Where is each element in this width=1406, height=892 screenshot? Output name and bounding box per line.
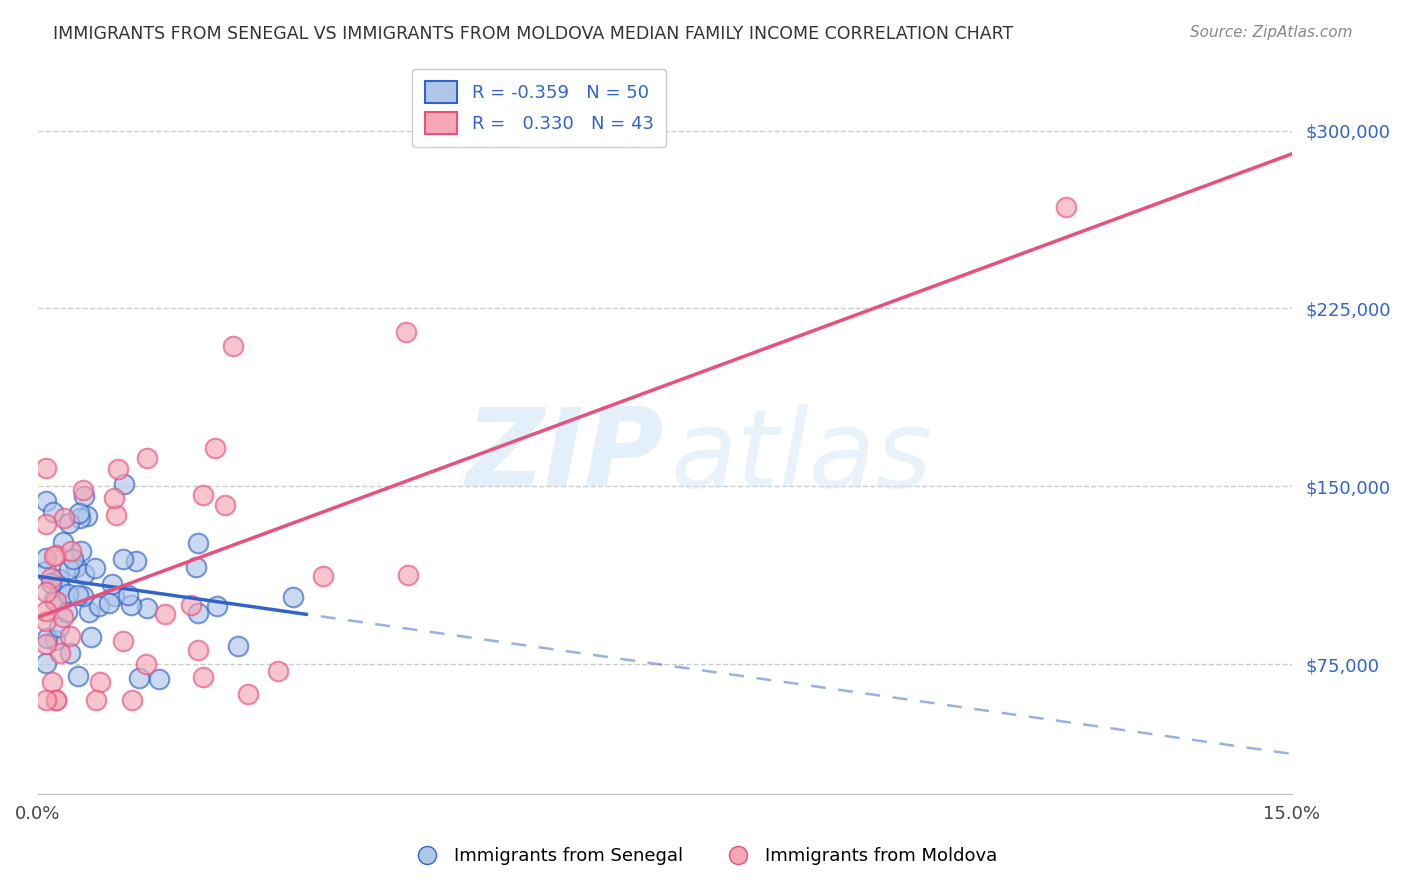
Point	[121, 692, 143, 706]
Point	[52, 534, 75, 549]
Point	[52, 511, 75, 525]
Point	[312, 568, 335, 582]
Point	[35, 604, 58, 618]
Point	[45, 594, 67, 608]
Point	[281, 591, 304, 605]
Point	[1054, 200, 1077, 214]
Point	[187, 535, 209, 549]
Point	[267, 665, 290, 679]
Point	[41, 571, 63, 585]
Point	[112, 477, 135, 491]
Point	[84, 692, 107, 706]
Point	[191, 670, 214, 684]
Point	[120, 598, 142, 612]
Point	[45, 692, 67, 706]
Point	[42, 549, 65, 563]
Point	[153, 607, 176, 622]
Point	[180, 599, 202, 613]
Point	[35, 494, 58, 508]
Point	[214, 498, 236, 512]
Text: IMMIGRANTS FROM SENEGAL VS IMMIGRANTS FROM MOLDOVA MEDIAN FAMILY INCOME CORRELAT: IMMIGRANTS FROM SENEGAL VS IMMIGRANTS FR…	[53, 25, 1014, 43]
Point	[48, 572, 70, 586]
Point	[394, 325, 416, 339]
Point	[72, 589, 94, 603]
Point	[72, 483, 94, 498]
Point	[66, 588, 89, 602]
Point	[45, 692, 67, 706]
Point	[396, 567, 419, 582]
Point	[111, 552, 134, 566]
Point	[35, 564, 58, 578]
Point	[35, 637, 58, 651]
Point	[103, 589, 125, 603]
Point	[52, 610, 75, 624]
Point	[35, 614, 58, 628]
Point	[45, 549, 67, 563]
Point	[59, 629, 82, 643]
Point	[83, 561, 105, 575]
Point	[87, 599, 110, 614]
Point	[236, 687, 259, 701]
Point	[62, 552, 84, 566]
Point	[37, 631, 59, 645]
Point	[35, 692, 58, 706]
Point	[89, 675, 111, 690]
Point	[103, 491, 125, 505]
Point	[100, 577, 122, 591]
Legend: Immigrants from Senegal, Immigrants from Moldova: Immigrants from Senegal, Immigrants from…	[402, 840, 1004, 872]
Text: atlas: atlas	[671, 404, 932, 508]
Point	[73, 567, 96, 582]
Point	[205, 599, 228, 613]
Point	[226, 639, 249, 653]
Point	[76, 508, 98, 523]
Point	[204, 441, 226, 455]
Point	[67, 506, 90, 520]
Point	[58, 562, 80, 576]
Point	[191, 488, 214, 502]
Point	[59, 544, 82, 558]
Point	[58, 516, 80, 530]
Point	[41, 674, 63, 689]
Point	[69, 510, 91, 524]
Point	[128, 671, 150, 685]
Point	[35, 461, 58, 475]
Point	[35, 517, 58, 532]
Point	[80, 630, 103, 644]
Point	[70, 544, 93, 558]
Point	[42, 504, 65, 518]
Point	[48, 620, 70, 634]
Point	[112, 634, 135, 648]
Point	[117, 588, 139, 602]
Point	[148, 672, 170, 686]
Point	[56, 605, 79, 619]
Point	[184, 560, 207, 574]
Point	[135, 657, 157, 671]
Point	[187, 643, 209, 657]
Point	[35, 656, 58, 670]
Point	[49, 581, 72, 595]
Point	[104, 508, 127, 522]
Text: Source: ZipAtlas.com: Source: ZipAtlas.com	[1189, 25, 1353, 40]
Point	[222, 339, 245, 353]
Point	[124, 554, 146, 568]
Point	[98, 596, 121, 610]
Point	[107, 462, 129, 476]
Point	[59, 646, 82, 660]
Point	[187, 607, 209, 621]
Text: ZIP: ZIP	[467, 403, 665, 509]
Point	[136, 450, 159, 465]
Point	[135, 601, 157, 615]
Point	[39, 576, 62, 591]
Point	[79, 605, 101, 619]
Point	[73, 489, 96, 503]
Point	[35, 585, 58, 599]
Point	[65, 560, 87, 574]
Point	[49, 647, 72, 661]
Point	[66, 669, 89, 683]
Point	[56, 587, 79, 601]
Point	[35, 551, 58, 566]
Legend: R = -0.359   N = 50, R =   0.330   N = 43: R = -0.359 N = 50, R = 0.330 N = 43	[412, 69, 666, 147]
Point	[42, 593, 65, 607]
Point	[44, 632, 66, 647]
